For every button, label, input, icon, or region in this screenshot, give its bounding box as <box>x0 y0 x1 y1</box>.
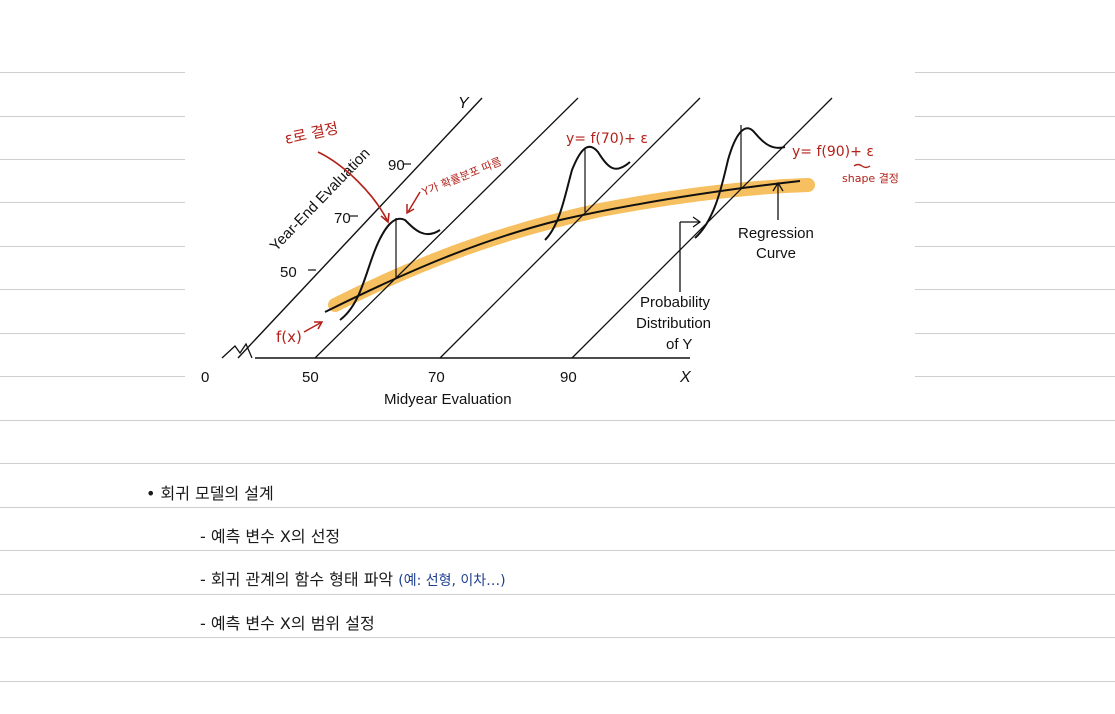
rule-line <box>0 550 1115 551</box>
regression-pointer-arrow <box>772 181 784 192</box>
bullet: • <box>146 484 156 503</box>
x-axis-letter: X <box>679 369 692 386</box>
diagonal-line-90 <box>571 97 833 359</box>
rule-line <box>915 289 1115 290</box>
x-tick-label-90: 90 <box>560 369 577 386</box>
rule-line <box>915 202 1115 203</box>
annotation-y-follows-prob: Y가 확률분포 따름 <box>419 155 503 199</box>
probability-distribution-1 <box>339 217 441 321</box>
rule-line <box>0 637 1115 638</box>
item-text: 예측 변수 X의 선정 <box>210 527 341 546</box>
dash: - <box>200 570 206 589</box>
rule-line <box>0 202 185 203</box>
x-tick-label-70: 70 <box>428 369 445 386</box>
dash: - <box>200 614 206 633</box>
rule-line <box>0 594 1115 595</box>
prob-pointer-arrow <box>680 216 702 228</box>
rule-line <box>0 72 185 73</box>
regression-curve <box>324 180 801 313</box>
probability-distribution-2 <box>544 145 631 241</box>
dash: - <box>200 527 206 546</box>
item-text: 예측 변수 X의 범위 설정 <box>210 614 375 633</box>
prob-label-line1: Probability <box>640 294 711 311</box>
annotation-arrow-y-follows <box>406 191 421 215</box>
diagonal-line-50 <box>314 97 579 359</box>
notes-item-1: - 예측 변수 X의 선정 <box>200 523 340 547</box>
y-axis-label: Year-End Evaluation <box>267 145 374 255</box>
highlighter-stroke <box>328 178 815 312</box>
y-tick-label-70: 70 <box>334 210 351 227</box>
item-paren-example: (예: 선형, 이차…) <box>398 573 506 589</box>
notes-heading: • 회귀 모델의 설계 <box>146 480 274 504</box>
prob-label-line3: of Y <box>666 336 692 353</box>
axis-break-mark <box>221 342 253 359</box>
annotation-arrow-fx <box>303 321 324 333</box>
y-axis-diagonal <box>237 97 483 359</box>
rule-line <box>0 289 185 290</box>
rule-line <box>915 376 1115 377</box>
rule-line <box>0 116 185 117</box>
y-axis-letter: Y <box>458 95 470 112</box>
prob-label-line2: Distribution <box>636 315 711 332</box>
x-tick-label-50: 50 <box>302 369 319 386</box>
annotation-tilde <box>853 163 871 169</box>
heading-text: 회귀 모델의 설계 <box>160 484 274 503</box>
rule-line <box>0 376 185 377</box>
item-text: 회귀 관계의 함수 형태 파악 <box>210 570 394 589</box>
regression-label-line1: Regression <box>738 225 814 242</box>
annotation-fx: f(x) <box>276 328 302 346</box>
annotation-epsilon-decides: ε로 결정 <box>283 119 340 148</box>
probability-distribution-3 <box>694 127 786 239</box>
y-tick-label-90: 90 <box>388 157 405 174</box>
annotation-shape-decides: shape 결정 <box>842 172 899 185</box>
rule-line <box>0 507 1115 508</box>
x-axis-label: Midyear Evaluation <box>384 391 512 408</box>
notes-item-3: - 예측 변수 X의 범위 설정 <box>200 610 375 634</box>
rule-line <box>0 463 1115 464</box>
y-tick-label-50: 50 <box>280 264 297 281</box>
origin-label: 0 <box>201 369 209 386</box>
notes-item-2: - 회귀 관계의 함수 형태 파악 (예: 선형, 이차…) <box>200 566 506 590</box>
diagonal-line-70 <box>439 97 701 359</box>
annotation-eq-mid: y= f(70)+ ε <box>566 131 648 147</box>
rule-line <box>0 246 185 247</box>
rule-line <box>915 246 1115 247</box>
rule-line <box>915 333 1115 334</box>
annotation-eq-right: y= f(90)+ ε <box>792 144 874 160</box>
rule-line <box>915 72 1115 73</box>
regression-label-line2: Curve <box>756 245 796 262</box>
rule-line <box>0 681 1115 682</box>
rule-line <box>0 333 185 334</box>
rule-line <box>915 116 1115 117</box>
annotation-arrow-epsilon <box>317 151 390 224</box>
rule-line <box>915 159 1115 160</box>
rule-line <box>0 420 1115 421</box>
rule-line <box>0 159 185 160</box>
